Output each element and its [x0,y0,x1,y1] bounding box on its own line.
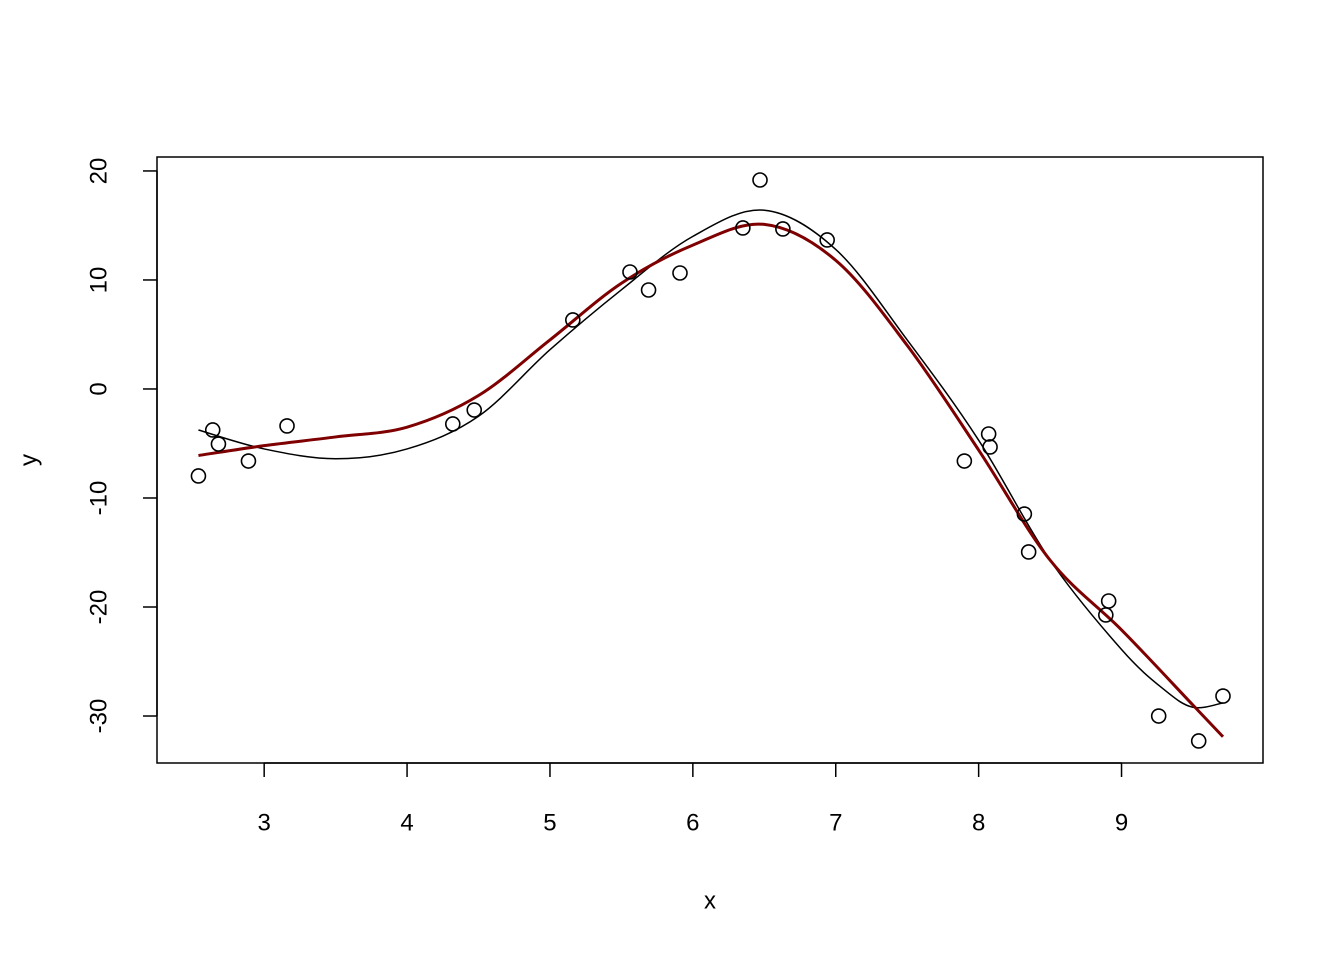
data-point [444,416,461,432]
y-tick-label: 0 [85,382,112,395]
data-point [819,232,835,248]
data-point [240,453,257,469]
fit-line [198,209,1224,709]
data-point [735,220,751,236]
data-point [672,265,688,281]
data-point [640,282,657,298]
data-point [622,264,638,280]
x-tick-label: 8 [972,809,985,836]
data-point [190,468,207,484]
data-point [982,439,998,455]
x-tick-label: 5 [543,809,556,836]
data-point [775,221,791,237]
x-axis-label: x [704,887,716,914]
data-point [279,418,295,434]
x-tick-label: 4 [400,809,413,836]
data-point [1215,688,1231,704]
data-point [1150,708,1167,724]
y-tick-label: -30 [85,699,112,734]
x-tick-label: 6 [686,809,699,836]
data-point [980,426,997,442]
y-tick-label: -10 [85,481,112,516]
data-point [956,453,973,469]
data-point [204,422,221,438]
y-tick-label: 20 [85,158,112,185]
x-tick-label: 3 [257,809,270,836]
fit-line [198,222,1225,738]
data-point [210,436,227,452]
plot-frame [156,156,1264,764]
data-point [1190,733,1207,749]
x-tick-label: 7 [829,809,842,836]
data-point [1100,593,1117,609]
data-point [565,312,581,328]
y-tick-label: -20 [85,590,112,625]
y-axis-label: y [15,454,42,466]
y-tick-label: 10 [85,267,112,294]
data-point [1016,506,1033,522]
data-point [752,172,768,188]
data-point [466,402,483,418]
x-tick-label: 9 [1115,809,1128,836]
data-point [1020,544,1037,560]
